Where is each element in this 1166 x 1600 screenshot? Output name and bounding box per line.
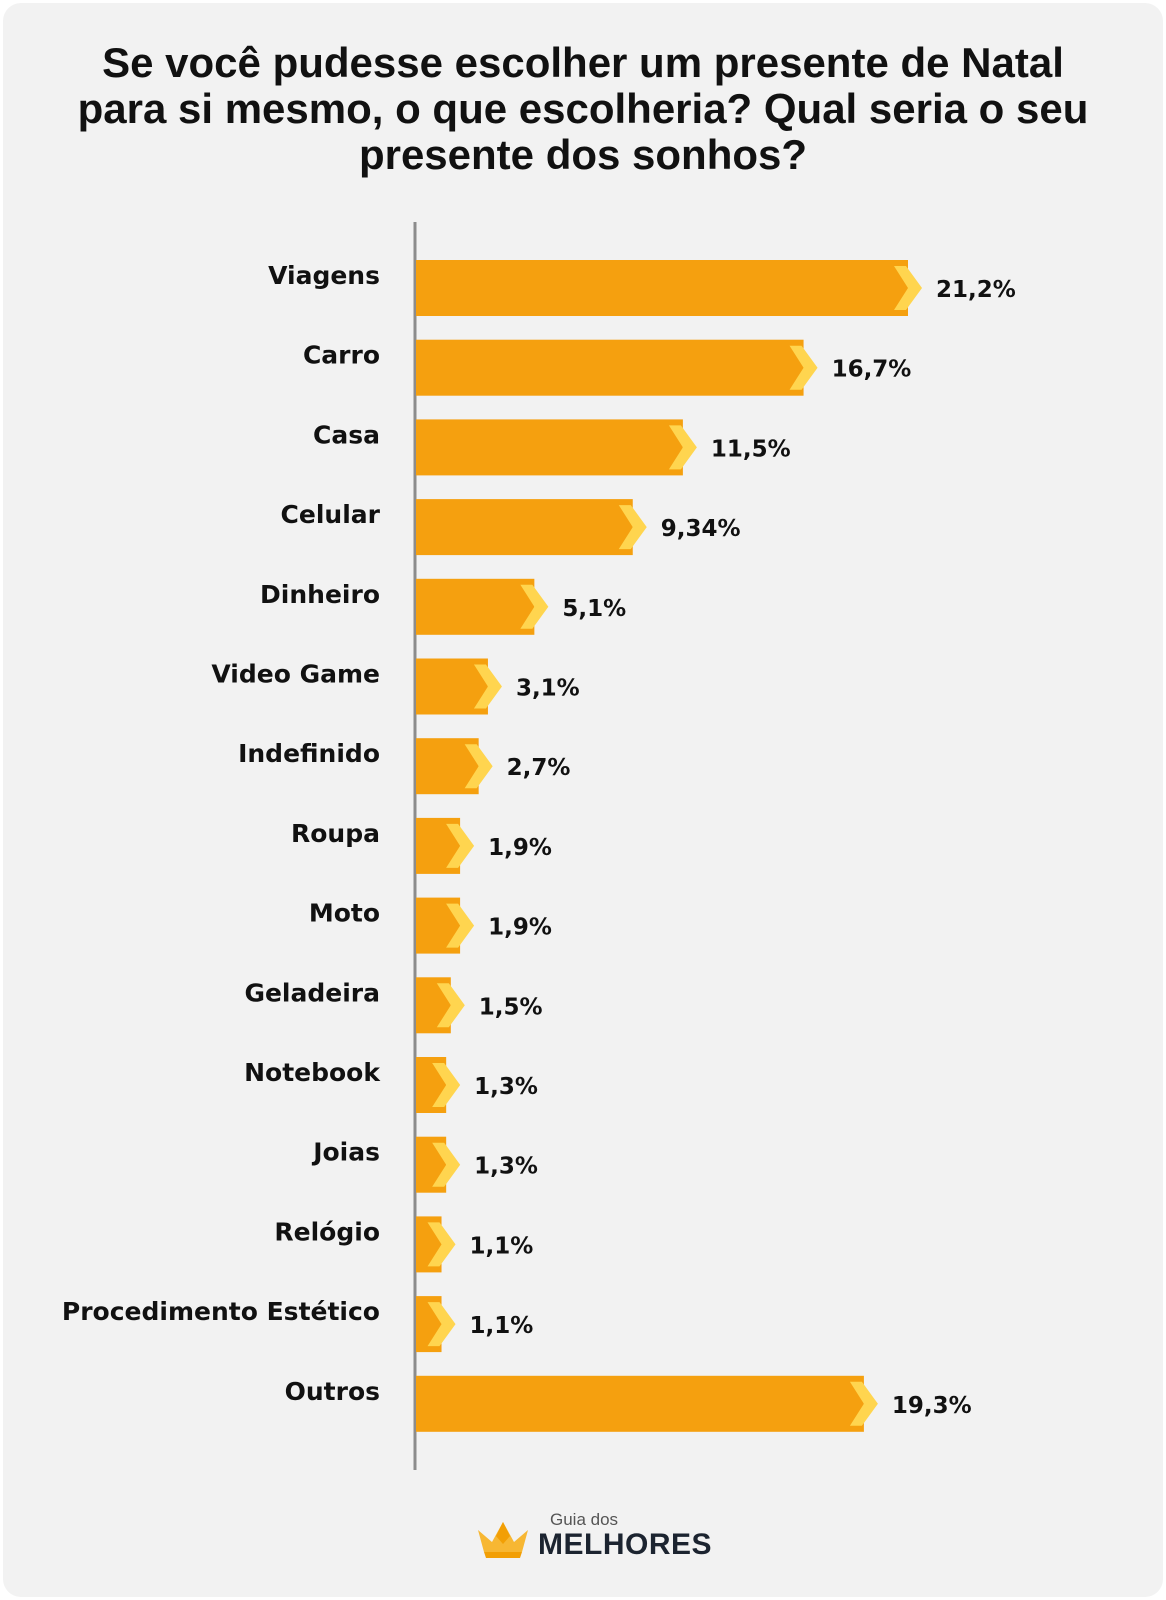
value-label: 11,5% xyxy=(711,436,791,462)
category-label: Relógio xyxy=(274,1217,380,1246)
value-label: 1,5% xyxy=(479,994,543,1020)
category-label: Viagens xyxy=(268,261,380,290)
value-label: 1,3% xyxy=(474,1154,538,1180)
bar-end-arrow xyxy=(427,1222,456,1267)
bar-group: Geladeira 1,5% xyxy=(244,977,543,1034)
bar-group: Notebook 1,3% xyxy=(244,1057,538,1113)
bar-group: Carro 16,7% xyxy=(303,339,912,396)
value-label: 19,3% xyxy=(892,1393,972,1419)
bar xyxy=(416,499,633,556)
bar-group: Outros 19,3% xyxy=(285,1375,972,1432)
bar-end-arrow xyxy=(473,664,502,709)
bar-group: Celular 9,34% xyxy=(281,499,741,556)
category-label: Outros xyxy=(285,1377,380,1406)
bar-end-arrow xyxy=(436,983,465,1028)
category-label: Geladeira xyxy=(244,978,380,1007)
brand-small-text: Guia dos xyxy=(550,1510,619,1529)
category-label: Joias xyxy=(311,1138,380,1167)
category-label: Indefinido xyxy=(238,739,380,768)
value-label: 1,9% xyxy=(488,835,552,861)
value-label: 2,7% xyxy=(507,755,571,781)
brand-logo: Guia dos MELHORES xyxy=(476,1508,716,1568)
category-label: Celular xyxy=(281,500,381,529)
bar-end-arrow xyxy=(668,425,697,470)
bar-end-arrow xyxy=(432,1063,461,1107)
value-label: 1,1% xyxy=(470,1233,534,1259)
bar-group: Viagens 21,2% xyxy=(268,260,1016,316)
category-label: Notebook xyxy=(244,1058,381,1087)
value-label: 1,9% xyxy=(488,915,552,941)
category-label: Procedimento Estético xyxy=(62,1297,380,1326)
bar-group: Indefinido 2,7% xyxy=(238,738,571,795)
bar xyxy=(416,260,908,316)
value-label: 9,34% xyxy=(661,516,741,542)
value-label: 5,1% xyxy=(562,596,626,622)
bar-end-arrow xyxy=(789,345,818,390)
bar xyxy=(416,658,488,715)
brand-big-text: MELHORES xyxy=(538,1528,713,1561)
bar xyxy=(416,1375,864,1432)
bar-group: Relógio 1,1% xyxy=(274,1216,534,1273)
chart-title: Se você pudesse escolher um presente de … xyxy=(77,39,1089,178)
value-label: 16,7% xyxy=(832,357,912,383)
bar xyxy=(416,339,804,396)
bar-end-arrow xyxy=(432,1142,461,1187)
bar-end-arrow xyxy=(446,903,475,948)
category-label: Carro xyxy=(303,341,380,370)
category-label: Casa xyxy=(313,420,380,449)
category-label: Moto xyxy=(309,899,380,928)
bar xyxy=(416,419,683,476)
bar-end-arrow xyxy=(464,744,493,789)
bar-group: Joias 1,3% xyxy=(311,1136,538,1193)
category-label: Dinheiro xyxy=(260,580,380,609)
bar-end-arrow xyxy=(894,266,922,310)
bar-group: Casa 11,5% xyxy=(313,419,791,476)
category-label: Roupa xyxy=(291,819,380,848)
bar-group: Video Game 3,1% xyxy=(211,658,580,715)
bar-group: Dinheiro 5,1% xyxy=(260,578,626,635)
bar-end-arrow xyxy=(520,584,549,629)
bar-end-arrow xyxy=(849,1381,878,1426)
bar-end-arrow xyxy=(446,823,475,868)
crown-icon xyxy=(478,1522,528,1558)
value-label: 1,1% xyxy=(470,1313,534,1339)
bar-end-arrow xyxy=(427,1302,456,1347)
bar-group: Roupa 1,9% xyxy=(291,817,552,874)
value-label: 1,3% xyxy=(474,1074,538,1100)
bar-group: Procedimento Estético 1,1% xyxy=(62,1296,534,1353)
value-label: 21,2% xyxy=(936,277,1016,303)
value-label: 3,1% xyxy=(516,676,580,702)
bar-group: Moto 1,9% xyxy=(309,897,552,954)
bar-end-arrow xyxy=(618,505,647,550)
category-label: Video Game xyxy=(211,660,380,689)
bar xyxy=(416,578,535,635)
